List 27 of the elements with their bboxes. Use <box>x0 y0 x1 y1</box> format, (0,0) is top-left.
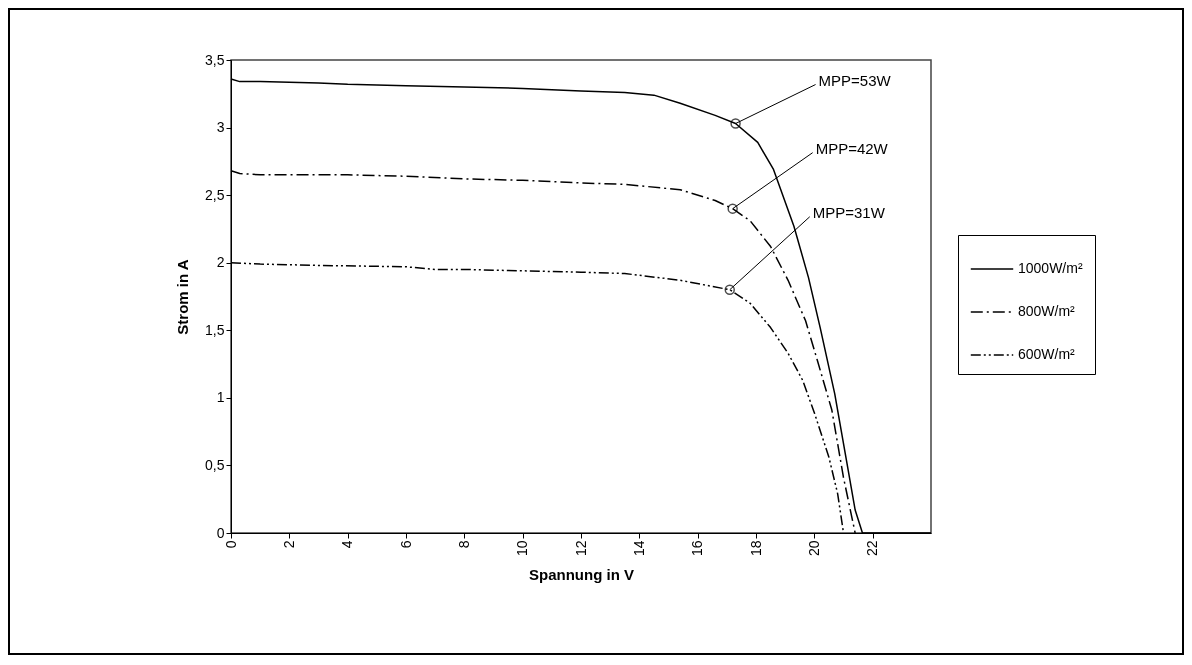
y-tick-label: 0,5 <box>205 456 225 473</box>
x-tick-label: 2 <box>280 540 297 549</box>
x-tick-label: 18 <box>747 540 764 557</box>
x-tick-label: 14 <box>630 540 647 557</box>
x-tick-label: 6 <box>397 540 414 549</box>
x-tick-label: 22 <box>864 540 881 557</box>
x-tick-label: 12 <box>572 540 589 557</box>
y-tick-label: 2,5 <box>205 186 225 203</box>
x-tick-label: 16 <box>689 540 706 557</box>
x-axis-title: Spannung in V <box>529 566 634 584</box>
y-tick-label: 1 <box>216 389 225 406</box>
y-tick-label: 2 <box>216 254 225 271</box>
annotation: MPP=53W <box>818 71 892 89</box>
y-tick-label: 1,5 <box>205 321 225 338</box>
annotation: MPP=31W <box>812 203 886 221</box>
y-tick-label: 3,5 <box>205 51 225 68</box>
x-tick-label: 8 <box>455 540 472 549</box>
x-tick-label: 4 <box>339 540 356 549</box>
legend-label: 1000W/m² <box>1018 260 1083 276</box>
y-axis-title: Strom in A <box>174 259 192 335</box>
x-tick-label: 0 <box>222 540 239 549</box>
x-tick-label: 20 <box>805 540 822 557</box>
x-tick-label: 10 <box>514 540 531 557</box>
legend-label: 800W/m² <box>1018 303 1076 319</box>
y-tick-label: 3 <box>216 119 225 136</box>
annotation: MPP=42W <box>815 139 889 157</box>
legend-label: 600W/m² <box>1018 346 1076 362</box>
